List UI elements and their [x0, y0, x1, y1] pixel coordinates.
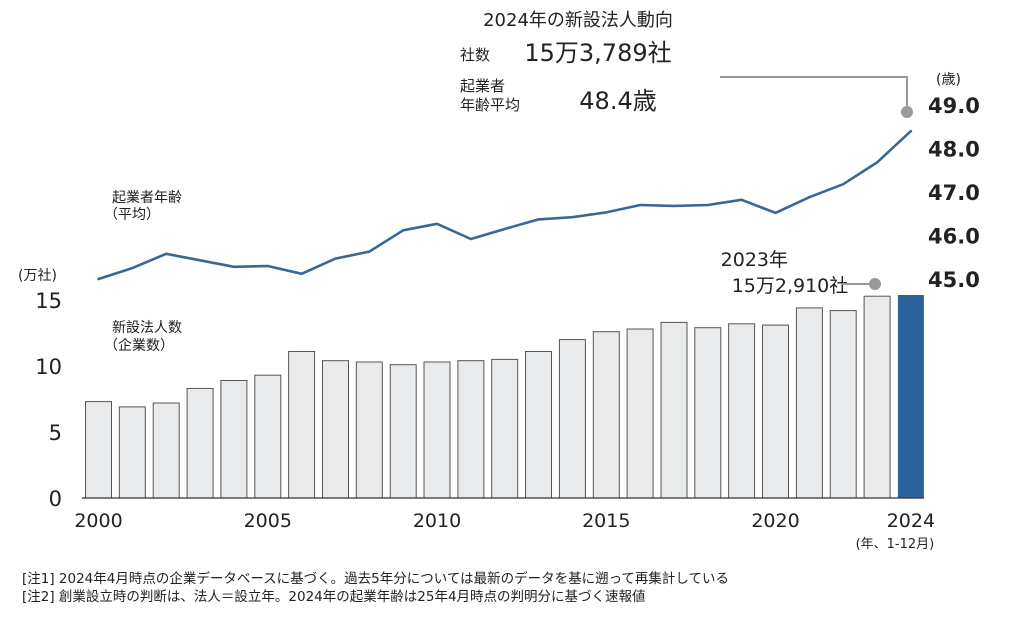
footnote-1: [注1] 2024年4月時点の企業データベースに基づく。過去5年分については最新… — [22, 571, 730, 587]
bar-2004 — [220, 380, 248, 499]
bar-series — [85, 295, 924, 499]
bar-2015 — [592, 331, 620, 499]
bar-2024 — [897, 295, 924, 498]
age-series-label-line1: 起業者年齢 — [112, 190, 182, 206]
bar-2012 — [491, 358, 519, 499]
bar-axis-unit: (万社) — [18, 268, 57, 284]
bar-2021 — [795, 307, 823, 499]
age-line — [97, 129, 913, 281]
bar-2016 — [626, 328, 654, 499]
bar-y-tick-5: 5 — [49, 421, 62, 445]
x-tick-2010: 2010 — [413, 510, 461, 532]
x-tick-2020: 2020 — [751, 510, 799, 532]
bar-2013 — [525, 351, 552, 499]
chart-canvas: (万社) 0 5 10 15 (歳) 45.0 46.0 47.0 48.0 49.0 2000 200… — [18, 10, 980, 552]
x-tick-2024: 2024 — [887, 510, 935, 532]
callout-age-label-line1: 起業者 — [460, 77, 505, 95]
bar-series-label-line2: （企業数） — [104, 337, 174, 354]
bar-2005 — [254, 374, 282, 499]
age-series-label-line2: （平均） — [104, 207, 160, 223]
bar-2019 — [728, 323, 756, 499]
footnotes: [注1] 2024年4月時点の企業データベースに基づく。過去5年分については最新… — [22, 570, 729, 606]
age-line-series — [97, 129, 913, 281]
bar-2003 — [186, 387, 214, 499]
bar-y-tick-15: 15 — [35, 289, 62, 313]
bar-2014 — [558, 339, 586, 499]
callout-count-value: 15万3,789社 — [524, 39, 671, 67]
bar-2017 — [660, 321, 688, 499]
footnote-2: [注2] 創業設立時の判断は、法人＝設立年。2024年の起業年齢は25年4月時点… — [22, 589, 646, 605]
bar-2010 — [423, 361, 451, 499]
age-y-tick-48.0: 48.0 — [928, 138, 980, 162]
bar-series-label-line1: 新設法人数 — [112, 320, 182, 336]
age-y-tick-47.0: 47.0 — [928, 181, 980, 205]
callout-2023-dot — [869, 278, 881, 290]
age-y-tick-46.0: 46.0 — [928, 225, 980, 249]
age-y-tick-49.0: 49.0 — [928, 94, 980, 118]
bar-2006 — [288, 351, 316, 499]
callout-2023-year: 2023年 — [721, 249, 788, 271]
x-axis-unit: (年、1-12月) — [856, 537, 935, 552]
bar-2011 — [457, 360, 485, 499]
callout-age-label-line2: 年齢平均 — [460, 96, 520, 114]
bar-2009 — [389, 364, 417, 499]
axes: (万社) 0 5 10 15 (歳) 45.0 46.0 47.0 48.0 49.0 2000 200… — [18, 72, 980, 552]
bar-2007 — [322, 360, 349, 499]
x-tick-2000: 2000 — [74, 510, 122, 532]
bar-2008 — [355, 361, 383, 499]
bar-2023 — [863, 295, 891, 499]
age-axis-unit: (歳) — [936, 72, 961, 88]
callout-title: 2024年の新設法人動向 — [483, 10, 673, 31]
x-tick-2005: 2005 — [244, 510, 292, 532]
callout-2024-leader — [720, 76, 908, 110]
bar-y-tick-0: 0 — [49, 487, 62, 511]
callout-2023-value: 15万2,910社 — [732, 275, 849, 297]
bar-2000 — [85, 401, 112, 499]
bar-y-tick-10: 10 — [35, 355, 62, 379]
bar-2020 — [762, 324, 789, 499]
callout-2024-dot — [901, 106, 913, 118]
bar-2001 — [118, 406, 146, 499]
callout-count-label: 社数 — [460, 46, 490, 64]
bar-2022 — [829, 310, 857, 499]
x-tick-2015: 2015 — [582, 510, 630, 532]
bar-2002 — [152, 402, 180, 499]
bar-2018 — [694, 327, 722, 499]
age-y-tick-45.0: 45.0 — [928, 268, 980, 292]
callout-age-value: 48.4歳 — [579, 87, 656, 115]
